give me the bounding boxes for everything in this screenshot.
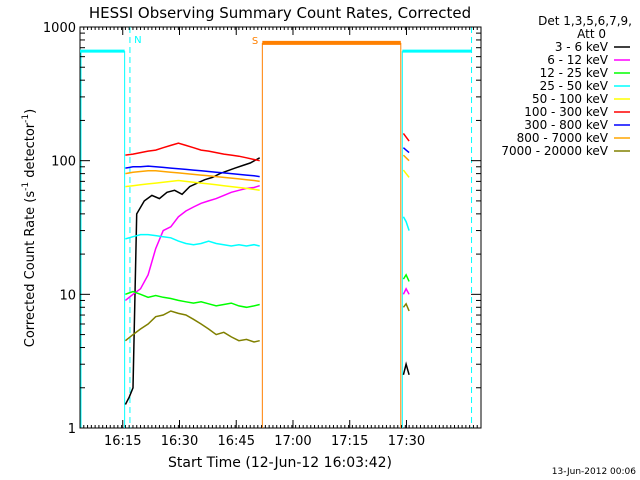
series-5-segment-0 <box>125 142 260 162</box>
legend-label-6: 300 - 800 keV <box>524 118 608 132</box>
series-7-segment-0 <box>125 170 260 183</box>
series-3-segment-0 <box>125 233 260 247</box>
y-axis-label: Corrected Count Rate (s-1 detector-1) <box>21 109 38 347</box>
x-tick-label-1: 16:30 <box>161 434 198 449</box>
legend-label-2: 12 - 25 keV <box>540 66 609 80</box>
legend-label-7: 800 - 7000 keV <box>517 131 609 145</box>
series-6-segment-1 <box>402 147 410 154</box>
y-tick-label-0: 1 <box>68 422 76 437</box>
series-lines <box>124 132 410 405</box>
series-7-segment-1 <box>402 154 410 162</box>
x-axis-ticks: 16:15 16:30 16:45 17:00 17:15 17:30 <box>83 27 478 449</box>
y-tick-label-1: 10 <box>59 288 76 303</box>
series-0-segment-0 <box>124 157 261 405</box>
series-0-segment-1 <box>402 361 410 376</box>
x-tick-label-2: 16:45 <box>218 434 255 449</box>
chart-title: HESSI Observing Summary Count Rates, Cor… <box>89 4 471 22</box>
legend-label-8: 7000 - 20000 keV <box>501 144 608 158</box>
series-4-segment-1 <box>402 169 410 178</box>
x-tick-label-4: 17:15 <box>331 434 368 449</box>
y-tick-label-3: 1000 <box>43 21 76 36</box>
footer-date: 13-Jun-2012 00:06 <box>552 467 636 477</box>
series-8-segment-0 <box>124 310 260 343</box>
x-tick-label-5: 17:30 <box>388 434 425 449</box>
legend-title-line-1: Det 1,3,5,6,7,9, <box>538 14 632 28</box>
y-axis-ticks: 1 10 100 1000 <box>43 21 481 437</box>
legend-label-0: 3 - 6 keV <box>555 40 609 54</box>
y-tick-label-2: 100 <box>51 155 76 170</box>
series-5-segment-1 <box>402 132 410 142</box>
x-tick-label-3: 17:00 <box>274 434 311 449</box>
x-tick-label-0: 16:15 <box>104 434 141 449</box>
night-flag-label: N <box>134 35 141 46</box>
series-2-segment-0 <box>125 290 260 309</box>
legend-label-5: 100 - 300 keV <box>524 105 608 119</box>
x-axis-label: Start Time (12-Jun-12 16:03:42) <box>168 455 392 471</box>
series-1-segment-0 <box>124 184 260 301</box>
legend-title-line-2: Att 0 <box>577 27 606 41</box>
saa-flag-label: S <box>252 36 258 47</box>
series-2-segment-1 <box>402 273 410 282</box>
legend-label-4: 50 - 100 keV <box>532 92 609 106</box>
series-4-segment-0 <box>125 179 260 192</box>
series-1-segment-1 <box>402 287 410 295</box>
legend-label-1: 6 - 12 keV <box>547 53 609 67</box>
series-6-segment-0 <box>125 165 260 178</box>
series-3-segment-1 <box>402 216 410 231</box>
plot-frame <box>79 26 482 429</box>
series-8-segment-1 <box>402 302 410 312</box>
legend-label-3: 25 - 50 keV <box>540 79 609 93</box>
